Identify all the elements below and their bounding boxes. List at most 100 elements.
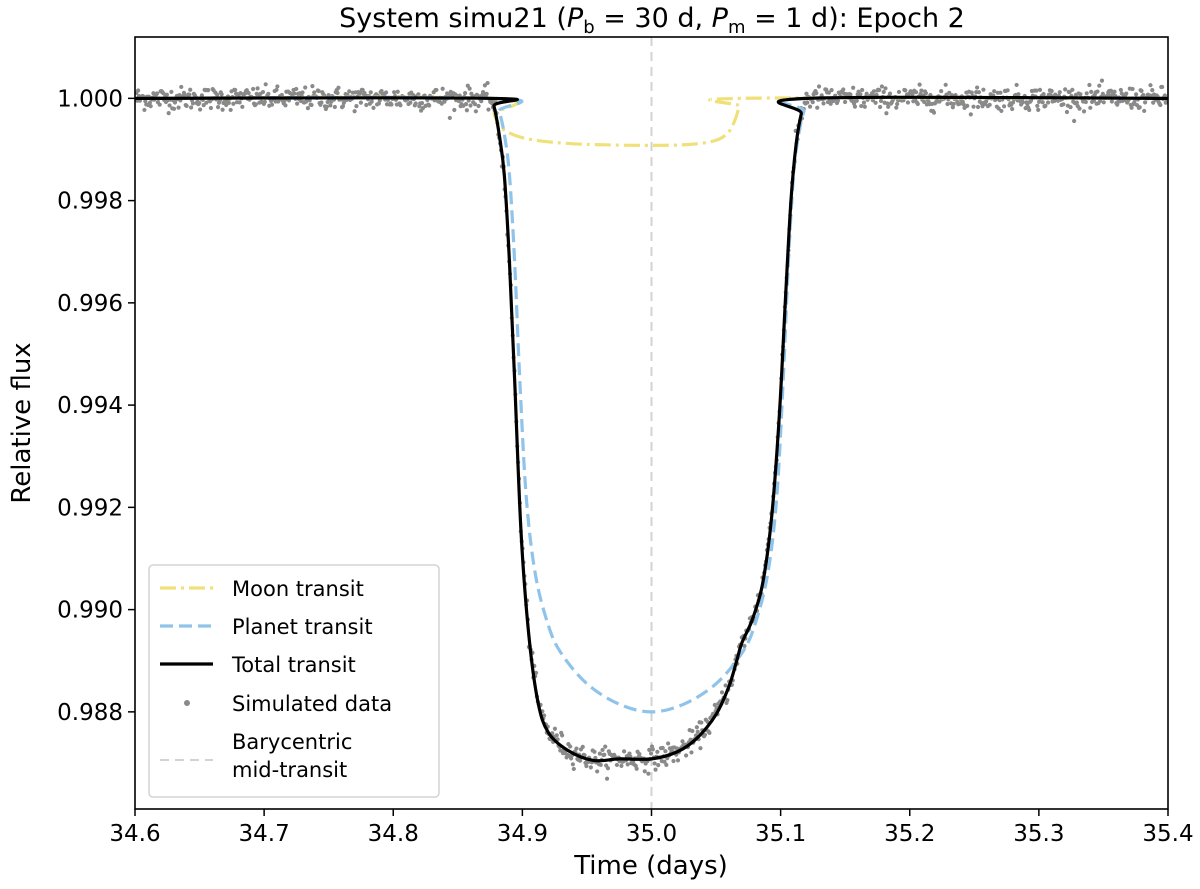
data-point <box>176 105 181 110</box>
data-point <box>167 103 172 108</box>
data-point <box>854 98 859 103</box>
x-tick-label: 34.7 <box>239 821 290 847</box>
series-planet-transit <box>135 95 1168 714</box>
data-point <box>660 745 665 751</box>
data-point <box>981 87 986 92</box>
data-point <box>877 87 882 93</box>
data-point <box>655 749 660 754</box>
data-point <box>484 91 489 96</box>
data-point <box>664 762 669 767</box>
data-point <box>219 92 224 97</box>
data-point <box>1098 98 1103 104</box>
data-point <box>476 103 481 109</box>
y-tick-label: 0.994 <box>57 393 123 419</box>
data-point <box>923 91 929 96</box>
data-point <box>943 82 948 87</box>
data-point <box>1005 88 1010 93</box>
data-point <box>642 769 647 774</box>
data-point <box>189 105 194 110</box>
data-point <box>919 88 924 93</box>
data-point <box>1139 88 1144 93</box>
data-point <box>1010 100 1016 105</box>
data-point <box>1072 118 1077 124</box>
data-point <box>965 103 970 108</box>
data-point <box>968 112 973 117</box>
data-point <box>1040 100 1045 105</box>
data-point <box>274 87 279 93</box>
legend-scatter-swatch <box>184 700 190 706</box>
data-point <box>884 111 889 116</box>
data-point <box>1061 102 1066 107</box>
data-point <box>166 111 171 116</box>
data-point <box>887 91 893 96</box>
data-point <box>879 84 885 89</box>
data-point <box>652 761 657 766</box>
data-point <box>1070 87 1075 92</box>
legend-planet-label: Planet transit <box>232 615 373 639</box>
data-point <box>1014 82 1019 88</box>
legend-moon-label: Moon transit <box>232 577 364 601</box>
legend: Moon transit Planet transit Total transi… <box>148 564 440 798</box>
series-total-transit <box>135 95 1168 763</box>
data-point <box>164 92 169 97</box>
data-point <box>389 102 394 107</box>
data-point <box>292 91 297 96</box>
data-point <box>208 105 213 111</box>
data-point <box>1037 99 1042 104</box>
data-point <box>447 115 452 121</box>
x-tick-label: 35.1 <box>755 821 806 847</box>
data-point <box>295 101 300 106</box>
data-point <box>577 758 583 763</box>
data-point <box>300 90 305 95</box>
data-point <box>814 91 819 96</box>
data-point <box>595 769 600 774</box>
plot-area <box>135 37 1168 809</box>
data-point <box>1034 88 1039 93</box>
data-point <box>694 725 699 730</box>
data-point <box>215 92 220 97</box>
data-point <box>871 89 876 94</box>
data-point <box>255 86 260 91</box>
data-point <box>826 90 832 95</box>
data-point <box>810 100 815 105</box>
data-point <box>237 100 242 105</box>
data-point <box>910 92 915 97</box>
chart-title: System simu21 (Pb = 30 d, Pm = 1 d): Epo… <box>339 3 965 38</box>
data-point <box>861 100 867 105</box>
data-point <box>427 103 432 108</box>
data-point <box>945 101 950 107</box>
data-point <box>1078 92 1083 97</box>
x-axis-label: Time (days) <box>573 851 728 881</box>
x-axis-ticks: 34.6 34.7 34.8 34.9 35.0 35.1 35.2 35.3 35.4 <box>109 809 1194 847</box>
data-point <box>392 90 397 95</box>
data-point <box>197 100 202 106</box>
data-point <box>804 91 809 96</box>
y-tick-label: 0.998 <box>57 189 123 215</box>
data-point <box>922 99 927 104</box>
data-point <box>588 765 593 770</box>
data-point <box>690 728 695 734</box>
data-point <box>903 88 908 93</box>
data-point <box>723 683 728 688</box>
data-point <box>1001 104 1007 109</box>
data-point <box>1049 88 1054 94</box>
data-point <box>598 762 603 767</box>
data-point <box>600 747 605 753</box>
data-point <box>358 100 364 105</box>
data-point <box>215 105 221 110</box>
data-point <box>463 91 468 96</box>
data-point <box>848 92 853 97</box>
data-point <box>1063 87 1068 92</box>
data-point <box>1099 78 1105 83</box>
data-point <box>204 100 209 105</box>
data-point <box>554 733 559 738</box>
y-axis-label: Relative flux <box>7 342 37 503</box>
data-point <box>666 741 671 746</box>
x-tick-label: 35.0 <box>626 821 677 847</box>
data-point <box>552 726 558 731</box>
data-point <box>1088 105 1093 110</box>
data-point <box>961 102 966 107</box>
data-point <box>383 90 389 95</box>
data-point <box>309 102 314 108</box>
data-point <box>201 103 206 108</box>
